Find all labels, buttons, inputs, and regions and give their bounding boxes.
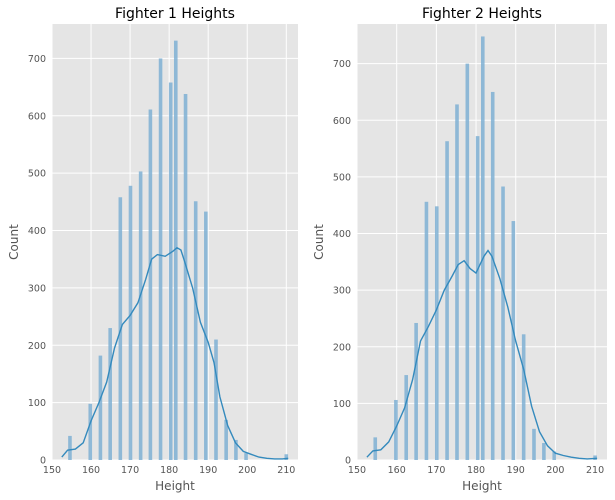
kde-curve — [366, 249, 598, 460]
y-tick-label: 300 — [333, 286, 351, 297]
x-tick-label: 190 — [507, 465, 525, 476]
x-tick-label: 190 — [199, 465, 217, 476]
histogram-bar — [394, 399, 398, 460]
histogram-bar — [88, 403, 93, 460]
histogram-bar — [244, 453, 248, 460]
y-tick-label: 400 — [28, 226, 46, 237]
histogram-bar — [455, 104, 459, 460]
histogram-bar — [414, 322, 418, 460]
histogram-bar — [168, 82, 173, 460]
x-tick-label: 200 — [546, 465, 564, 476]
x-tick-label: 180 — [160, 465, 178, 476]
y-tick-label: 0 — [40, 456, 46, 467]
x-tick-label: 170 — [121, 465, 139, 476]
x-tick-label: 200 — [238, 465, 256, 476]
histogram-bar — [532, 428, 536, 460]
histogram-bar — [480, 36, 485, 460]
histogram-bar — [193, 201, 198, 460]
x-tick-label: 170 — [427, 465, 445, 476]
fighter-2-panel: 150 160 170 180 190 200 210 0 100 200 300 400 500 600… — [312, 6, 607, 493]
y-tick-label: 700 — [333, 59, 351, 70]
y-tick-label: 500 — [333, 172, 351, 183]
histogram-bar — [68, 435, 72, 460]
histogram-bar — [552, 451, 557, 460]
chart-title: Fighter 2 Heights — [422, 6, 542, 22]
histogram-bar — [475, 136, 480, 460]
x-tick-label: 180 — [467, 465, 485, 476]
kde-curve — [61, 246, 289, 460]
histogram-bar — [234, 439, 238, 460]
histogram-bar — [465, 63, 470, 461]
histogram-bar — [521, 334, 526, 460]
histogram-bar — [224, 419, 228, 460]
histogram-bar — [501, 186, 505, 460]
histogram-bar — [511, 221, 516, 460]
histogram-bar — [138, 171, 143, 461]
histogram-bar — [173, 40, 178, 460]
x-tick-label: 150 — [348, 465, 366, 476]
x-tick-label: 210 — [277, 465, 295, 476]
x-tick-label: 210 — [586, 465, 604, 476]
fighter-1-panel: 150 160 170 180 190 200 210 0 100 200 300 400 500 600… — [7, 6, 298, 493]
histogram-bar — [214, 339, 218, 460]
y-tick-label: 300 — [28, 283, 46, 294]
histogram-bar — [434, 206, 439, 460]
histogram-bar — [183, 93, 188, 460]
x-axis-label: Height — [462, 479, 502, 493]
y-tick-label: 0 — [345, 456, 351, 467]
y-tick-label: 700 — [28, 54, 46, 65]
histogram-bar — [98, 355, 103, 460]
histogram-bar — [148, 109, 153, 461]
histogram-bar — [490, 91, 495, 460]
y-tick-label: 100 — [28, 398, 46, 409]
y-tick-label: 200 — [28, 341, 46, 352]
x-axis-label: Height — [155, 479, 195, 493]
y-tick-label: 400 — [333, 229, 351, 240]
histogram-bar — [128, 185, 133, 461]
y-axis-label: Count — [312, 224, 326, 260]
histogram-bar — [284, 454, 289, 460]
histogram-bar — [404, 375, 409, 460]
x-tick-label: 150 — [43, 465, 61, 476]
y-tick-label: 200 — [333, 342, 351, 353]
histogram-bar — [373, 437, 378, 460]
y-tick-label: 100 — [333, 399, 351, 410]
y-tick-label: 600 — [28, 111, 46, 122]
histogram-bar — [108, 328, 112, 460]
y-tick-label: 600 — [333, 116, 351, 127]
y-axis-label: Count — [7, 224, 21, 260]
histogram-bar — [542, 443, 546, 460]
x-tick-label: 160 — [388, 465, 406, 476]
chart-title: Fighter 1 Heights — [115, 6, 235, 22]
histogram-bar — [445, 141, 449, 460]
histogram-bar — [158, 58, 163, 460]
y-tick-label: 500 — [28, 169, 46, 180]
x-tick-label: 160 — [82, 465, 100, 476]
